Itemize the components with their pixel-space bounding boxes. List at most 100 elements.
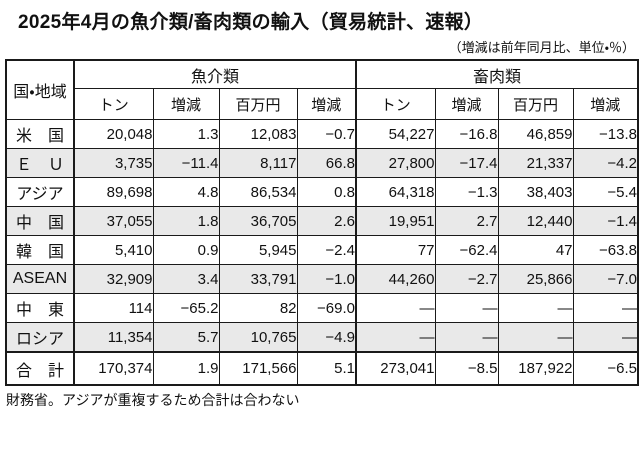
meat-value-cell: 38,403 [497,177,574,207]
fish-value-cell: 1.8 [152,206,220,236]
meat-value-cell: — [497,293,574,323]
fish-value-cell: 20,048 [73,119,154,149]
fish-value-cell: −69.0 [296,293,357,323]
region-label: 米 国 [5,119,75,149]
meat-value-cell: −6.5 [572,351,639,386]
col-header-meat-change-yen: 増減 [572,88,639,120]
fish-value-cell: 114 [73,293,154,323]
col-header-seafood-tons: トン [73,88,154,120]
fish-value-cell: 3.4 [152,264,220,294]
region-label: 中 国 [5,206,75,236]
meat-value-cell: −1.3 [434,177,499,207]
meat-value-cell: 46,859 [497,119,574,149]
meat-value-cell: −1.4 [572,206,639,236]
col-header-meat-change-tons: 増減 [434,88,499,120]
region-label: ロシア [5,322,75,353]
table-note-units: （増減は前年同月比、単位・％） [448,40,635,55]
fish-value-cell: 66.8 [296,148,357,178]
fish-value-cell: 170,374 [73,351,154,386]
meat-value-cell: −2.7 [434,264,499,294]
meat-value-cell: −17.4 [434,148,499,178]
fish-value-cell: 37,055 [73,206,154,236]
meat-value-cell: 25,866 [497,264,574,294]
fish-value-cell: 32,909 [73,264,154,294]
meat-value-cell: 19,951 [355,206,436,236]
meat-value-cell: −13.8 [572,119,639,149]
fish-value-cell: −11.4 [152,148,220,178]
table-row: 中 国 37,055 1.8 36,705 2.6 19,951 2.7 12,440 −1.4 [5,206,639,236]
col-header-meat-tons: トン [355,88,436,120]
meat-value-cell: −8.5 [434,351,499,386]
region-label: ASEAN [5,264,75,294]
meat-value-cell: — [434,293,499,323]
meat-value-cell: — [434,322,499,353]
fish-value-cell: −0.7 [296,119,357,149]
meat-value-cell: 27,800 [355,148,436,178]
region-label: アジア [5,177,75,207]
fish-value-cell: 4.8 [152,177,220,207]
meat-value-cell: 21,337 [497,148,574,178]
meat-value-cell: −63.8 [572,235,639,265]
table-row: 中 東 114 −65.2 82 −69.0— — — — [5,293,639,323]
fish-value-cell: 8,117 [218,148,298,178]
meat-value-cell: — [355,322,436,353]
import-statistics-table: 国・地域 魚介類 畜肉類 トン 増減 百万円 増減 トン 増減 百万円 増減 米… [5,59,639,386]
fish-value-cell: 5.1 [296,351,357,386]
col-header-seafood-change-yen: 増減 [296,88,357,120]
meat-value-cell: −62.4 [434,235,499,265]
meat-value-cell: 77 [355,235,436,265]
fish-value-cell: 36,705 [218,206,298,236]
fish-value-cell: 1.3 [152,119,220,149]
group-header-meat: 畜肉類 [355,59,639,89]
meat-value-cell: 47 [497,235,574,265]
fish-value-cell: 12,083 [218,119,298,149]
table-row: 米 国 20,048 1.3 12,083 −0.7 54,227 −16.8 46,859−… [5,119,639,149]
fish-value-cell: 2.6 [296,206,357,236]
fish-value-cell: 10,765 [218,322,298,353]
table-row: ASEAN 32,909 3.4 33,791 −1.0 44,260 −2.7 25,866… [5,264,639,294]
meat-value-cell: 12,440 [497,206,574,236]
meat-value-cell: — [355,293,436,323]
fish-value-cell: −1.0 [296,264,357,294]
corner-header-country-region: 国・地域 [5,59,75,120]
table-row: アジア 89,698 4.8 86,534 0.8 64,318 −1.3 38,403 −5.… [5,177,639,207]
meat-value-cell: 2.7 [434,206,499,236]
fish-value-cell: 1.9 [152,351,220,386]
fish-value-cell: 5,945 [218,235,298,265]
region-label: 合 計 [5,351,75,386]
meat-value-cell: — [497,322,574,353]
meat-value-cell: 273,041 [355,351,436,386]
region-label: 韓 国 [5,235,75,265]
meat-value-cell: −16.8 [434,119,499,149]
fish-value-cell: 3,735 [73,148,154,178]
fish-value-cell: 33,791 [218,264,298,294]
meat-value-cell: 44,260 [355,264,436,294]
source-footnote: 財務省。アジアが重複するため合計は合わない [6,392,300,408]
col-header-seafood-change-tons: 増減 [152,88,220,120]
fish-value-cell: −65.2 [152,293,220,323]
table-row: Ｅ Ｕ 3,735 −11.4 8,117 66.8 27,800 −17.4 21,337−… [5,148,639,178]
fish-value-cell: −4.9 [296,322,357,353]
meat-value-cell: −7.0 [572,264,639,294]
fish-value-cell: 0.9 [152,235,220,265]
fish-value-cell: 5.7 [152,322,220,353]
total-row: 合 計 170,374 1.9 171,566 5.1 273,041 −8.5 187,92… [5,351,639,386]
table-row: ロシア 11,354 5.7 10,765 −4.9— — — — [5,322,639,353]
fish-value-cell: 82 [218,293,298,323]
fish-value-cell: 89,698 [73,177,154,207]
page-title: 2025年4月の魚介類/畜肉類の輸入（貿易統計、速報） [18,12,484,33]
region-label: Ｅ Ｕ [5,148,75,178]
meat-value-cell: — [572,293,639,323]
group-header-seafood: 魚介類 [73,59,357,89]
meat-value-cell: 64,318 [355,177,436,207]
meat-value-cell: −4.2 [572,148,639,178]
fish-value-cell: 5,410 [73,235,154,265]
fish-value-cell: 171,566 [218,351,298,386]
meat-value-cell: −5.4 [572,177,639,207]
meat-value-cell: 187,922 [497,351,574,386]
fish-value-cell: 86,534 [218,177,298,207]
fish-value-cell: 0.8 [296,177,357,207]
meat-value-cell: 54,227 [355,119,436,149]
region-label: 中 東 [5,293,75,323]
fish-value-cell: −2.4 [296,235,357,265]
